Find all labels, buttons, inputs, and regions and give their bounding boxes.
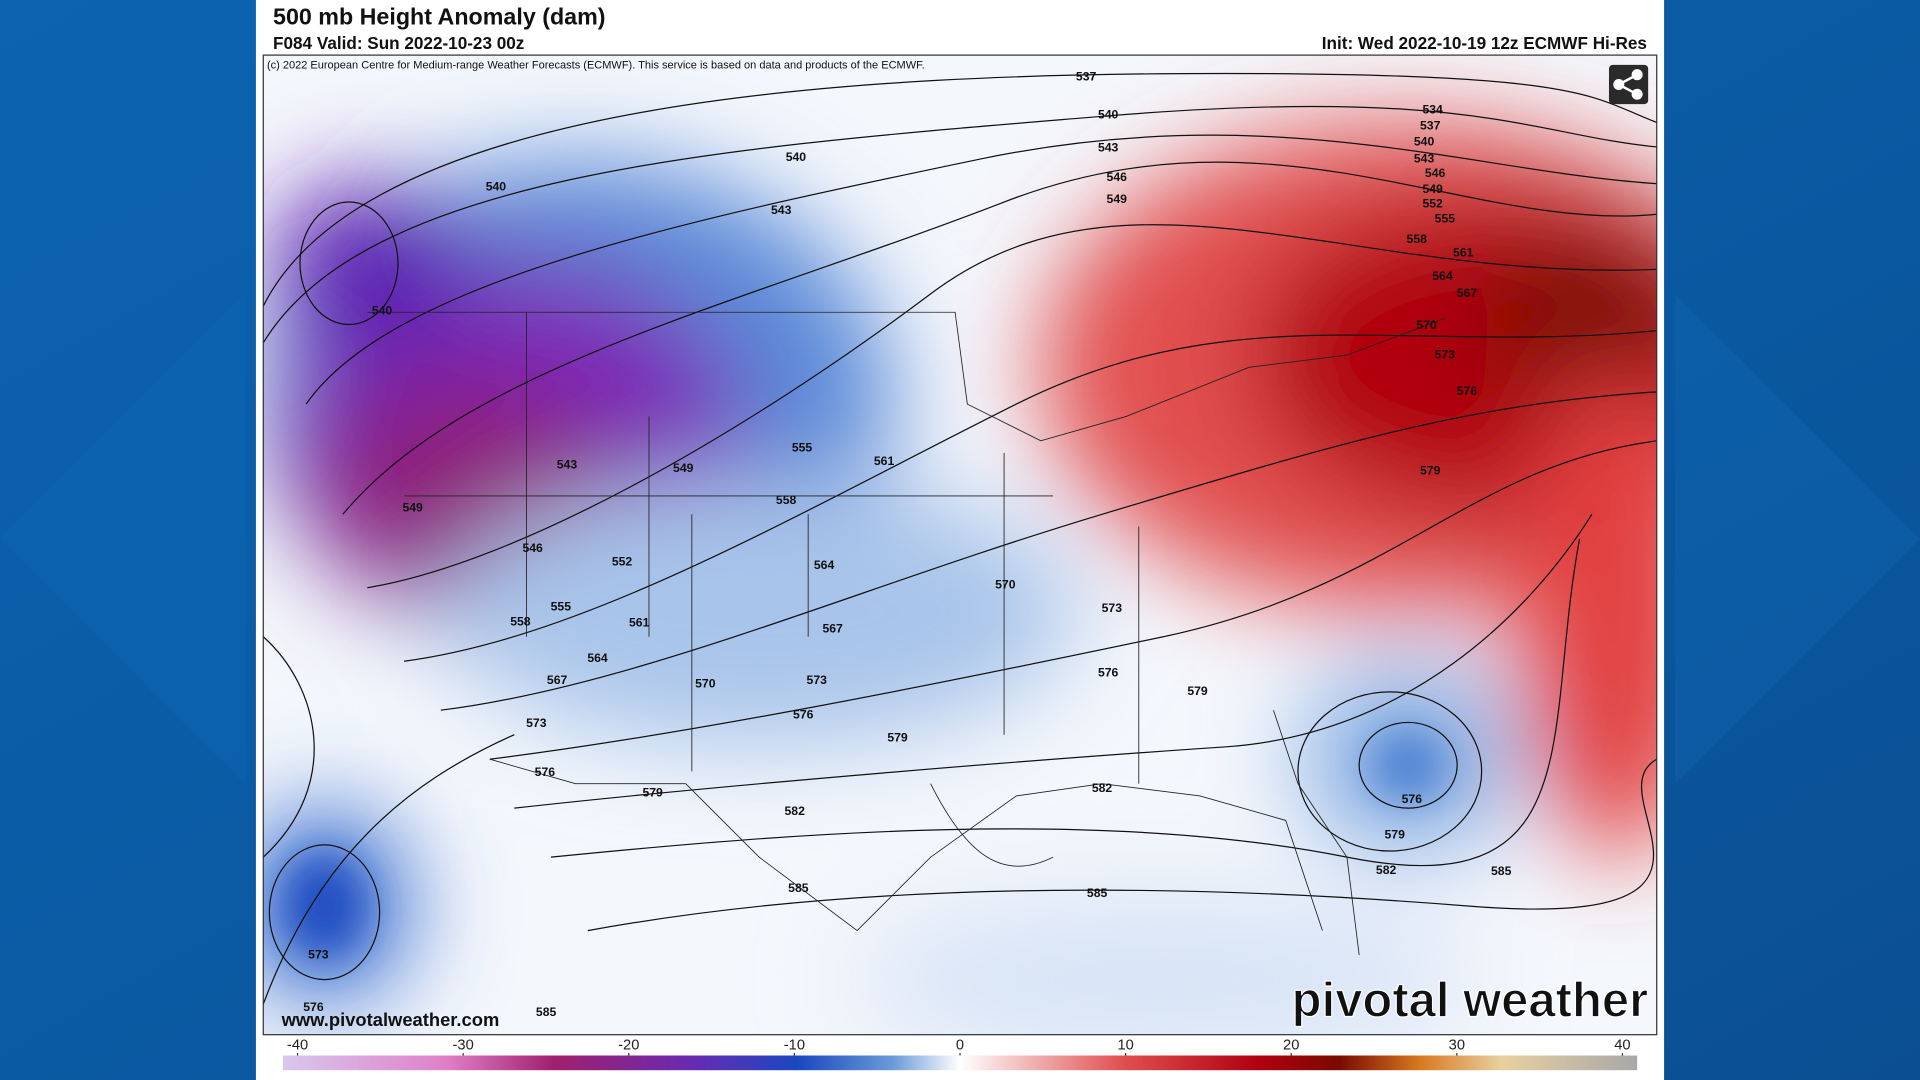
contour-label: 561 (1453, 246, 1474, 260)
map-title: 500 mb Height Anomaly (dam) (273, 3, 605, 29)
contour-label: 570 (695, 677, 716, 691)
contour-label: 585 (788, 881, 809, 895)
init-time: Init: Wed 2022-10-19 12z ECMWF Hi-Res (1322, 33, 1647, 53)
map: 5375405435465495405435405405345375405435… (263, 55, 1657, 1035)
borders (367, 311, 1446, 956)
contour-label: 549 (673, 461, 694, 475)
contour-label: 561 (874, 454, 895, 468)
contour-label: 561 (629, 615, 650, 629)
contour-label: 582 (1376, 863, 1397, 877)
colorbar-tick-label: 40 (1614, 1037, 1630, 1053)
contour-label: 555 (792, 440, 813, 454)
contour-label: 534 (1422, 102, 1443, 116)
map-frame (262, 54, 1658, 1036)
colorbar-tick-label: -40 (287, 1037, 308, 1053)
contour-label: 549 (1107, 192, 1128, 206)
logo: pivotal weather (1292, 973, 1648, 1027)
contour-label: 573 (1435, 347, 1456, 361)
contour-label: 582 (1092, 781, 1113, 795)
contour-label: 549 (402, 500, 423, 514)
contour-label: 546 (1425, 166, 1446, 180)
contour-lines (263, 72, 1657, 1005)
contour-label: 546 (1107, 170, 1128, 184)
contour-label: 549 (1422, 182, 1443, 196)
contour-label: 579 (1384, 827, 1405, 841)
contour-label: 570 (1416, 318, 1437, 332)
contour-label: 546 (522, 541, 543, 555)
contour-label: 576 (1402, 792, 1423, 806)
colorbar-tick-label: 0 (956, 1037, 964, 1053)
contour-label: 576 (535, 765, 556, 779)
contour-label: 585 (1087, 886, 1108, 900)
colorbar-tick-label: 20 (1283, 1037, 1299, 1053)
contour-label: 564 (814, 558, 835, 572)
colorbar-tick-label: -30 (453, 1037, 474, 1053)
contour-label: 543 (1414, 151, 1435, 165)
contour-label: 579 (1420, 464, 1441, 478)
contour-label: 579 (642, 786, 663, 800)
contour-label: 567 (822, 622, 843, 636)
contour-label: 540 (372, 303, 393, 317)
colorbar-tick-label: 30 (1449, 1037, 1465, 1053)
contour-label: 540 (486, 180, 507, 194)
contour-label: 579 (1187, 684, 1208, 698)
contour-label: 558 (1407, 232, 1428, 246)
contour-label: 573 (807, 673, 828, 687)
contour-label: 564 (587, 651, 608, 665)
contour-label: 543 (771, 203, 792, 217)
colorbar (282, 1055, 1638, 1071)
contour-label: 570 (995, 578, 1016, 592)
contour-label: 558 (776, 493, 797, 507)
contour-label: 567 (547, 673, 568, 687)
contour-label: 543 (1098, 140, 1119, 154)
contour-label: 552 (612, 554, 633, 568)
contour-label: 573 (1102, 601, 1123, 615)
contour-label: 567 (1457, 286, 1478, 300)
valid-time: F084 Valid: Sun 2022-10-23 00z (273, 33, 524, 53)
contour-label: 579 (887, 731, 908, 745)
contour-label: 573 (308, 947, 329, 961)
share-button[interactable] (1608, 64, 1649, 105)
contour-label: 540 (786, 150, 807, 164)
contour-label: 537 (1420, 118, 1441, 132)
copyright: (c) 2022 European Centre for Medium-rang… (267, 60, 925, 72)
contour-label: 543 (557, 458, 578, 472)
contour-label: 540 (1414, 134, 1435, 148)
contour-label: 576 (793, 707, 814, 721)
contour-label: 585 (1491, 864, 1512, 878)
contour-label: 576 (1457, 384, 1478, 398)
contour-label: 564 (1432, 269, 1453, 283)
contour-label: 540 (1098, 107, 1119, 121)
contour-label: 585 (536, 1005, 557, 1019)
website: www.pivotalweather.com (281, 1009, 500, 1030)
contour-label: 558 (510, 614, 531, 628)
contour-label: 573 (526, 716, 547, 730)
contour-label: 537 (1076, 69, 1097, 83)
colorbar-tick-label: 10 (1117, 1037, 1133, 1053)
contour-label: 576 (303, 1000, 324, 1014)
contour-label: 555 (1435, 211, 1456, 225)
contour-label: 552 (1422, 197, 1443, 211)
share-icon[interactable] (1613, 69, 1643, 100)
colorbar-tick-label: -10 (784, 1037, 805, 1053)
colorbar-tick-label: -20 (618, 1037, 639, 1053)
contour-label: 582 (784, 804, 805, 818)
contour-label: 555 (551, 600, 572, 614)
contour-label: 576 (1098, 666, 1119, 680)
